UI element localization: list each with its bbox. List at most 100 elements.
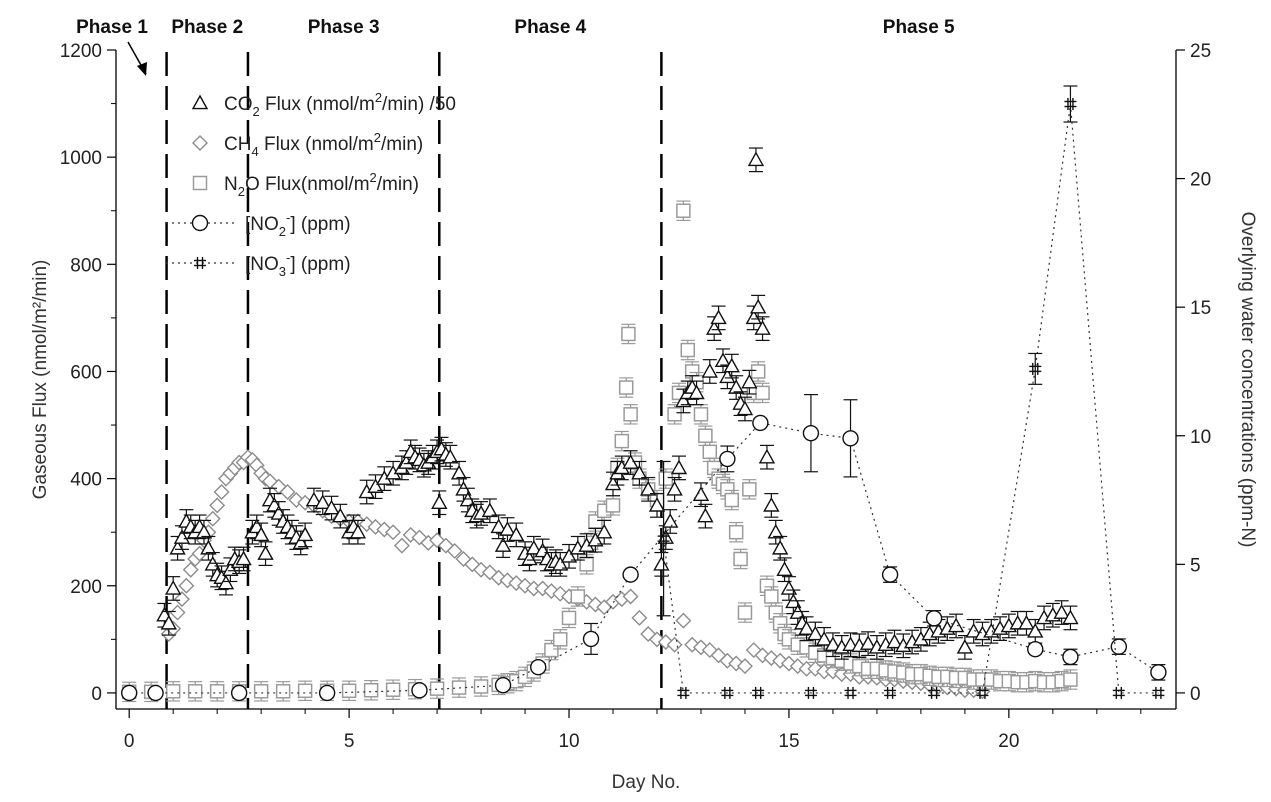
no2-point [881,566,899,583]
co2-point [776,561,793,576]
no2-point [411,682,428,699]
y-left-tick-label: 800 [70,255,102,276]
co2-point [200,539,217,555]
co2-point [235,550,252,566]
co2-point [596,523,613,539]
legend-entry-co2: CO2 Flux (nmol/m2/min) /50 [191,90,456,119]
n2o-point [750,364,766,379]
co2-point [723,357,740,373]
co2-point [947,617,965,633]
legend: CO2 Flux (nmol/m2/min) /50 CH4 Flux (nmol… [166,90,456,279]
legend-marker [191,214,209,232]
co2-point [714,352,732,368]
phase-layer: Phase 1 Phase 2 Phase 3 Phase 4 Phase 5 [76,17,955,709]
co2-point [173,529,191,544]
no2-point [1062,648,1079,666]
x-tick-label: 20 [998,731,1019,752]
ch4-point [178,577,195,594]
legend-marker [192,135,208,151]
co2-point [662,513,679,528]
no2-point [842,430,859,447]
no2-line [129,422,1159,694]
legend-entry-ch4: CH4 Flux (nmol/m2/min) [192,130,423,159]
n2o-point [297,683,313,699]
no3-point [1029,362,1042,375]
y-right-tick-label: 25 [1190,41,1211,62]
legend-label: CH4 Flux (nmol/m2/min) [224,130,423,159]
y-right-tick-label: 15 [1190,298,1211,319]
co2-point [552,555,569,571]
n2o-point [618,380,634,395]
no2-point [752,414,769,432]
co2-point [296,526,314,542]
legend-label: CO2 Flux (nmol/m2/min) /50 [224,90,456,119]
n2o-point [755,385,770,401]
co2-point [1027,622,1044,638]
legend-label: [NO2-] (ppm) [245,210,351,239]
y-left-tick-label: 1200 [60,41,102,62]
co2-point [798,620,815,635]
co2-point [1018,614,1035,630]
co2-point [521,550,538,566]
n2o-point [473,679,489,694]
co2-point [442,448,459,464]
n2o-point [165,684,181,699]
co2-point [367,478,384,493]
n2o-point [561,610,577,626]
no3-line [662,103,1159,694]
x-tick-label: 0 [124,731,135,752]
co2-point [763,496,780,512]
n2o-point [680,342,696,358]
n2o-point [341,683,357,699]
ch4-point [675,612,692,629]
no2-point [318,684,336,702]
n2o-point [544,642,559,658]
n2o-point [187,684,203,699]
legend-marker [194,257,206,269]
n2o-point [658,471,674,486]
ch4-point [173,591,190,608]
n2o-point [764,589,779,604]
y-left-tick-label: 200 [70,577,102,598]
y-axis-right-title: Overlying water concentrations (ppm-N) [1237,212,1258,548]
n2o-point [605,498,621,513]
no3-point [976,686,989,699]
co2-point [767,523,784,539]
y-right-tick-label: 10 [1190,427,1211,448]
ch4-point [631,609,648,626]
co2-point [323,499,340,515]
y-right-tick-label: 5 [1190,555,1201,576]
n2o-point [698,428,713,444]
co2-point [807,625,824,641]
co2-point [508,526,525,542]
phase-label: Phase 1 [76,17,148,38]
n2o-point [676,203,691,218]
n2o-point [363,682,379,698]
n2o-point [275,684,291,699]
ch4-point [385,524,402,541]
no3-point [657,532,670,545]
ch4-point [182,561,199,578]
no3-point [884,686,897,699]
co2-point [257,545,274,560]
co2-point [604,475,622,491]
co2-point [314,494,331,510]
series-co2 [156,147,1079,660]
co2-point [710,309,727,325]
no3-point [752,686,765,699]
n2o-point [570,589,586,604]
co2-point [494,537,512,552]
y-left-tick-label: 1000 [60,148,102,169]
co2-point [481,502,499,518]
ch4-point [169,604,186,621]
co2-point [222,561,239,576]
ch4-point [446,542,463,559]
co2-point [217,574,235,590]
n2o-point [667,407,682,422]
co2-point [431,494,448,510]
co2-point [705,320,723,335]
no3-point [1064,98,1077,111]
phase-label: Phase 2 [171,17,243,38]
y-left-tick-label: 0 [91,684,102,705]
